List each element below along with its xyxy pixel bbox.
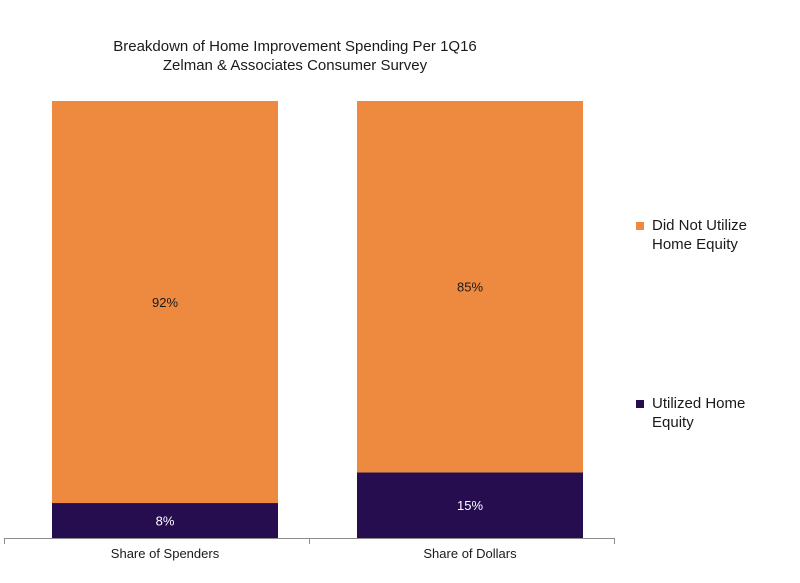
legend-label-line: Did Not Utilize [652,217,748,234]
bar-segment-utilized [357,472,583,538]
legend-label-line: Utilized Home [652,395,746,412]
bar-segment-did-not-utilize [52,101,278,504]
bar-segment-did-not-utilize [357,101,583,473]
x-tick-label: Share of Spenders [111,546,220,561]
legend-swatch-did-not-utilize [636,222,644,230]
data-label: 8% [156,514,175,529]
chart-subtitle: Zelman & Associates Consumer Survey [162,57,428,74]
legend-label-did-not-utilize: Did Not Utilize Home Equity [652,216,792,254]
legend-label-utilized: Utilized Home Equity [652,394,792,432]
legend-label-line: Home Equity [652,236,738,253]
chart-title: Breakdown of Home Improvement Spending P… [0,37,590,75]
bar-segment-utilized [52,503,278,538]
data-label: 92% [152,295,178,310]
legend-label-line: Equity [652,414,694,431]
data-label: 85% [457,280,483,295]
data-label: 15% [457,498,483,513]
legend-swatch-utilized [636,400,644,408]
chart-title-line1: Breakdown of Home Improvement Spending P… [113,38,477,55]
x-tick-label: Share of Dollars [423,546,517,561]
